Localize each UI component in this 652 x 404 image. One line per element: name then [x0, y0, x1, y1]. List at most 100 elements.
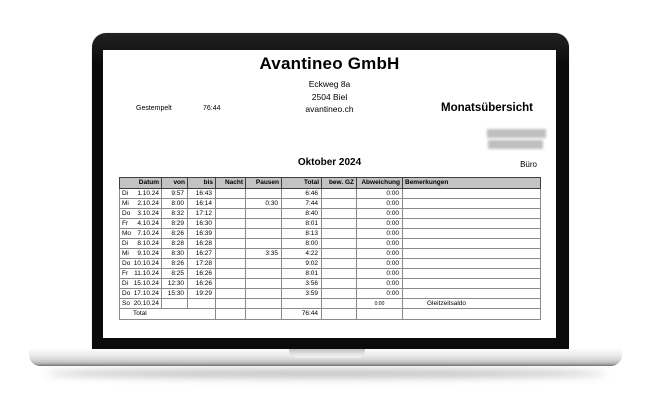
- cell-abweichung: 0:00: [356, 208, 403, 219]
- cell-datum: Di 1.10.24: [119, 188, 162, 199]
- weekday-label: Fr: [122, 269, 129, 277]
- cell-bew-gz: [321, 218, 357, 229]
- cell-total: 3:56: [281, 278, 322, 289]
- cell-nacht: [215, 228, 246, 239]
- cell-bis: 16:27: [187, 248, 216, 259]
- cell-bemerkung: [402, 288, 541, 299]
- cell-bemerkung: [402, 218, 541, 229]
- laptop-screen: Avantineo GmbH Eckweg 8a 2504 Biel avant…: [103, 50, 556, 338]
- cell-bew-gz: [321, 228, 357, 239]
- cell-bis: 16:39: [187, 228, 216, 239]
- cell-bis: 16:26: [187, 268, 216, 279]
- cell-nacht: [215, 288, 246, 299]
- department-label: Büro: [520, 160, 537, 169]
- cell-bemerkung: [402, 188, 541, 199]
- cell-von: 8:28: [161, 238, 188, 249]
- address-line-3: avantineo.ch: [305, 104, 354, 114]
- table-row: Do 10.10.24 8:26 17:28 9:02 0:00: [119, 258, 541, 269]
- laptop-bezel: Avantineo GmbH Eckweg 8a 2504 Biel avant…: [92, 33, 569, 350]
- date-label: 10.10.24: [133, 259, 159, 267]
- cell-nacht: [215, 238, 246, 249]
- cell-total: 6:46: [281, 188, 322, 199]
- column-header: bis: [187, 177, 216, 189]
- cell-bew-gz: [321, 188, 357, 199]
- cell-pausen: [245, 188, 282, 199]
- cell-bis: 17:28: [187, 258, 216, 269]
- weekday-label: Do: [122, 289, 131, 297]
- cell-nacht: [215, 308, 246, 320]
- cell-bis: 16:14: [187, 198, 216, 209]
- weekday-label: Do: [122, 209, 131, 217]
- cell-von: 9:57: [161, 188, 188, 199]
- column-header: bew. GZ: [321, 177, 357, 189]
- date-label: 4.10.24: [137, 219, 159, 227]
- cell-datum: Do 10.10.24: [119, 258, 162, 269]
- column-header: Bemerkungen: [402, 177, 541, 189]
- cell-pausen: [245, 218, 282, 229]
- cell-datum: Di 15.10.24: [119, 278, 162, 289]
- cell-pausen: [245, 268, 282, 279]
- cell-von: 12:30: [161, 278, 188, 289]
- cell-bemerkung: [402, 278, 541, 289]
- redacted-name-block: [487, 129, 546, 151]
- address-line-2: 2504 Biel: [311, 91, 348, 102]
- cell-von: 15:30: [161, 288, 188, 299]
- cell-abweichung: 0:00: [356, 298, 403, 309]
- cell-nacht: [215, 198, 246, 209]
- weekday-label: So: [122, 299, 130, 307]
- weekday-label: Mi: [122, 199, 129, 207]
- cell-bew-gz: [321, 268, 357, 279]
- table-row: Di 1.10.24 9:57 16:43 6:46 0:00: [119, 188, 541, 199]
- cell-bemerkung: [402, 238, 541, 249]
- cell-bemerkung: [402, 258, 541, 269]
- date-label: 7.10.24: [137, 229, 159, 237]
- stamped-value: 76:44: [203, 105, 221, 112]
- redacted-line: [487, 129, 546, 138]
- stamped-label: Gestempelt: [136, 105, 172, 112]
- cell-nacht: [215, 258, 246, 269]
- cell-bis: 19:29: [187, 288, 216, 299]
- laptop-base: [29, 349, 622, 366]
- cell-nacht: [215, 248, 246, 259]
- column-header: Nacht: [215, 177, 246, 189]
- cell-bemerkung: Gleitzeitsaldo: [402, 298, 541, 309]
- weekday-label: Di: [122, 239, 129, 247]
- cell-datum: Mo 7.10.24: [119, 228, 162, 239]
- timesheet-table: Datum von bis Nacht Pausen Total bew. GZ Abweic…: [119, 177, 541, 320]
- cell-nacht: [215, 188, 246, 199]
- date-label: 17.10.24: [133, 289, 159, 297]
- cell-datum: Mi 9.10.24: [119, 248, 162, 259]
- cell-bemerkung: [402, 268, 541, 279]
- cell-bew-gz: [321, 248, 357, 259]
- cell-datum: Do 17.10.24: [119, 288, 162, 299]
- cell-pausen: 3:35: [245, 248, 282, 259]
- cell-pausen: [245, 258, 282, 269]
- cell-abweichung: 0:00: [356, 258, 403, 269]
- cell-total: 9:02: [281, 258, 322, 269]
- cell-nacht: [215, 278, 246, 289]
- weekday-label: Fr: [122, 219, 129, 227]
- cell-bemerkung: [402, 208, 541, 219]
- table-row: Mi 2.10.24 8:00 16:14 0:30 7:44 0:00: [119, 198, 541, 209]
- column-header: Total: [281, 177, 322, 189]
- cell-total: 3:59: [281, 288, 322, 299]
- cell-von: 8:30: [161, 248, 188, 259]
- cell-total: [281, 298, 322, 309]
- table-row: Di 8.10.24 8:28 16:28 8:00 0:00: [119, 238, 541, 249]
- cell-bemerkung: [402, 228, 541, 239]
- cell-bis: 16:28: [187, 238, 216, 249]
- cell-bew-gz: [321, 258, 357, 269]
- month-title: Oktober 2024: [297, 157, 362, 168]
- cell-bis: 16:30: [187, 218, 216, 229]
- base-reflection: [46, 369, 606, 378]
- cell-total: 7:44: [281, 198, 322, 209]
- cell-total: 8:13: [281, 228, 322, 239]
- cell-abweichung: 0:00: [356, 188, 403, 199]
- cell-nacht: [215, 218, 246, 229]
- cell-abweichung: 0:00: [356, 248, 403, 259]
- company-name: Avantineo GmbH: [259, 54, 400, 73]
- monthly-report-document: Avantineo GmbH Eckweg 8a 2504 Biel avant…: [103, 50, 556, 338]
- header-row: Datum von bis Nacht Pausen Total bew. GZ Abweic…: [119, 177, 541, 189]
- total-value: 76:44: [281, 308, 322, 320]
- weekday-label: Di: [122, 189, 129, 197]
